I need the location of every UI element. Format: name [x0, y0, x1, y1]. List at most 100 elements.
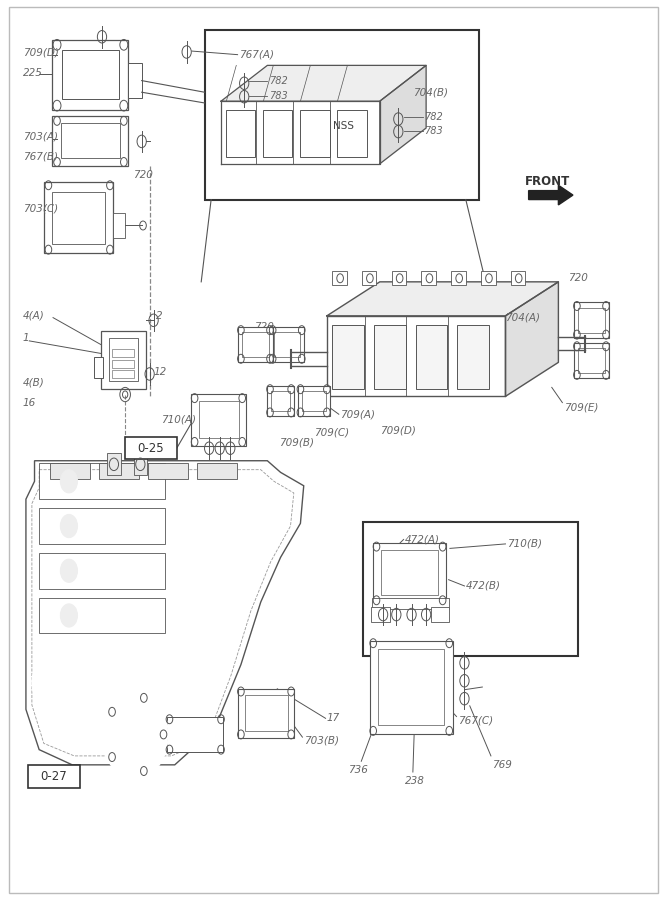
Polygon shape [221, 101, 380, 164]
Bar [112, 349, 135, 357]
Text: 238: 238 [405, 776, 425, 786]
Bar [197, 463, 237, 479]
Text: 472(B): 472(B) [466, 581, 501, 591]
Polygon shape [327, 316, 506, 396]
Bar [61, 122, 120, 158]
Text: 782: 782 [269, 76, 287, 86]
Bar [300, 110, 329, 157]
Bar [109, 338, 137, 381]
Text: 703(A): 703(A) [23, 132, 57, 142]
Text: 225: 225 [23, 68, 43, 77]
Bar [574, 302, 609, 338]
Text: 767(A): 767(A) [239, 50, 274, 59]
Text: 709(D): 709(D) [380, 426, 416, 436]
Text: 0-25: 0-25 [137, 442, 164, 454]
Bar [53, 40, 129, 110]
Bar [416, 325, 448, 389]
Bar [53, 116, 129, 166]
Bar [238, 327, 273, 363]
Bar [392, 271, 406, 285]
Bar [148, 463, 188, 479]
Bar [574, 343, 609, 378]
Text: NSS: NSS [334, 122, 354, 131]
Polygon shape [221, 66, 426, 101]
Circle shape [60, 604, 77, 627]
Bar [263, 110, 293, 157]
Bar [237, 688, 293, 738]
Bar [51, 463, 90, 479]
Circle shape [32, 658, 69, 707]
Bar [205, 30, 479, 200]
Bar [374, 543, 446, 604]
Text: 472(A): 472(A) [405, 535, 440, 544]
Text: 0-27: 0-27 [40, 770, 67, 783]
Bar [297, 385, 329, 416]
Text: 12: 12 [153, 367, 167, 377]
Text: 703(C): 703(C) [23, 203, 58, 213]
Bar [431, 608, 450, 622]
Circle shape [60, 515, 77, 537]
Bar [274, 332, 300, 357]
Bar [457, 325, 489, 389]
Bar [62, 50, 119, 99]
Text: 709(C): 709(C) [313, 428, 349, 437]
Text: 704(B): 704(B) [413, 87, 448, 97]
Text: 704(A): 704(A) [506, 312, 540, 322]
Text: 709(A): 709(A) [340, 410, 375, 419]
Circle shape [102, 689, 168, 779]
Text: 720: 720 [133, 169, 153, 179]
Text: 736: 736 [348, 765, 368, 775]
Text: 710(A): 710(A) [161, 415, 197, 425]
Text: 767(C): 767(C) [458, 716, 493, 725]
Bar [301, 391, 325, 410]
Text: 767(B): 767(B) [23, 151, 57, 162]
Bar [452, 271, 466, 285]
Bar [370, 641, 453, 734]
Bar [112, 360, 135, 368]
Bar [191, 393, 245, 446]
Bar [332, 325, 364, 389]
Bar [372, 598, 449, 609]
Bar [372, 608, 390, 622]
Text: 703(B): 703(B) [303, 735, 339, 746]
Text: 782: 782 [424, 112, 443, 122]
Text: 4(A): 4(A) [23, 310, 45, 320]
Text: 720: 720 [568, 274, 588, 284]
Bar [481, 271, 496, 285]
Bar [374, 325, 406, 389]
Bar [125, 437, 177, 459]
Bar [113, 213, 125, 238]
Bar [99, 463, 139, 479]
Polygon shape [380, 66, 426, 164]
Bar [338, 110, 367, 157]
Text: FRONT: FRONT [526, 176, 570, 188]
Text: 783: 783 [269, 91, 287, 101]
Bar [53, 193, 105, 244]
Bar [378, 649, 444, 725]
Polygon shape [327, 282, 558, 316]
Polygon shape [506, 282, 558, 396]
Text: 2: 2 [156, 310, 163, 320]
Bar [362, 271, 376, 285]
Bar [364, 522, 578, 656]
Bar [112, 371, 135, 378]
Bar [28, 765, 79, 788]
Circle shape [60, 559, 77, 582]
Bar [39, 508, 165, 544]
Bar [44, 182, 113, 253]
Bar [267, 385, 293, 416]
Bar [199, 400, 239, 438]
Polygon shape [529, 185, 573, 205]
Bar [242, 332, 269, 357]
Text: 17: 17 [327, 714, 340, 724]
Bar [167, 716, 223, 752]
Text: 1: 1 [23, 333, 29, 343]
Bar [332, 271, 347, 285]
Bar [101, 331, 145, 389]
Text: 709(E): 709(E) [564, 402, 598, 412]
Text: 783: 783 [424, 126, 443, 136]
Text: 769: 769 [492, 760, 512, 770]
Bar [39, 553, 165, 589]
Bar [270, 327, 304, 363]
Bar [511, 271, 526, 285]
